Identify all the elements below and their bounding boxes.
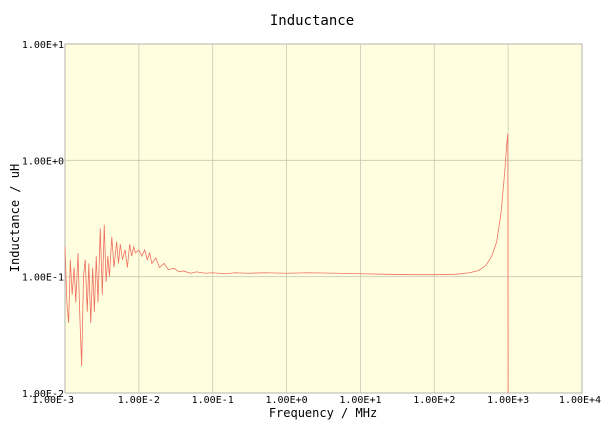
series-line-inductance bbox=[64, 133, 509, 394]
x-tick-label: 1.00E-3 bbox=[32, 395, 74, 406]
tick-labels: 1.00E-3 1.00E-2 1.00E-1 1.00E+0 1.00E+1 1.00E… bbox=[22, 40, 601, 406]
y-tick-label: 1.00E-1 bbox=[22, 273, 64, 284]
x-tick-label: 1.00E+4 bbox=[559, 395, 601, 406]
x-axis-label: Frequency / MHz bbox=[269, 406, 377, 420]
y-tick-label: 1.00E-2 bbox=[22, 389, 64, 400]
y-axis-label: Inductance / uH bbox=[8, 164, 22, 272]
plot-area bbox=[64, 43, 583, 394]
x-tick-label: 1.00E+1 bbox=[339, 395, 381, 406]
y-tick-label: 1.00E+0 bbox=[22, 156, 64, 167]
x-tick-label: 1.00E+2 bbox=[413, 395, 455, 406]
x-tick-label: 1.00E-1 bbox=[192, 395, 234, 406]
chart-title: Inductance bbox=[270, 13, 354, 29]
x-tick-label: 1.00E+0 bbox=[265, 395, 307, 406]
y-tick-label: 1.00E+1 bbox=[22, 40, 64, 51]
x-tick-label: 1.00E+3 bbox=[487, 395, 529, 406]
x-tick-label: 1.00E-2 bbox=[118, 395, 160, 406]
